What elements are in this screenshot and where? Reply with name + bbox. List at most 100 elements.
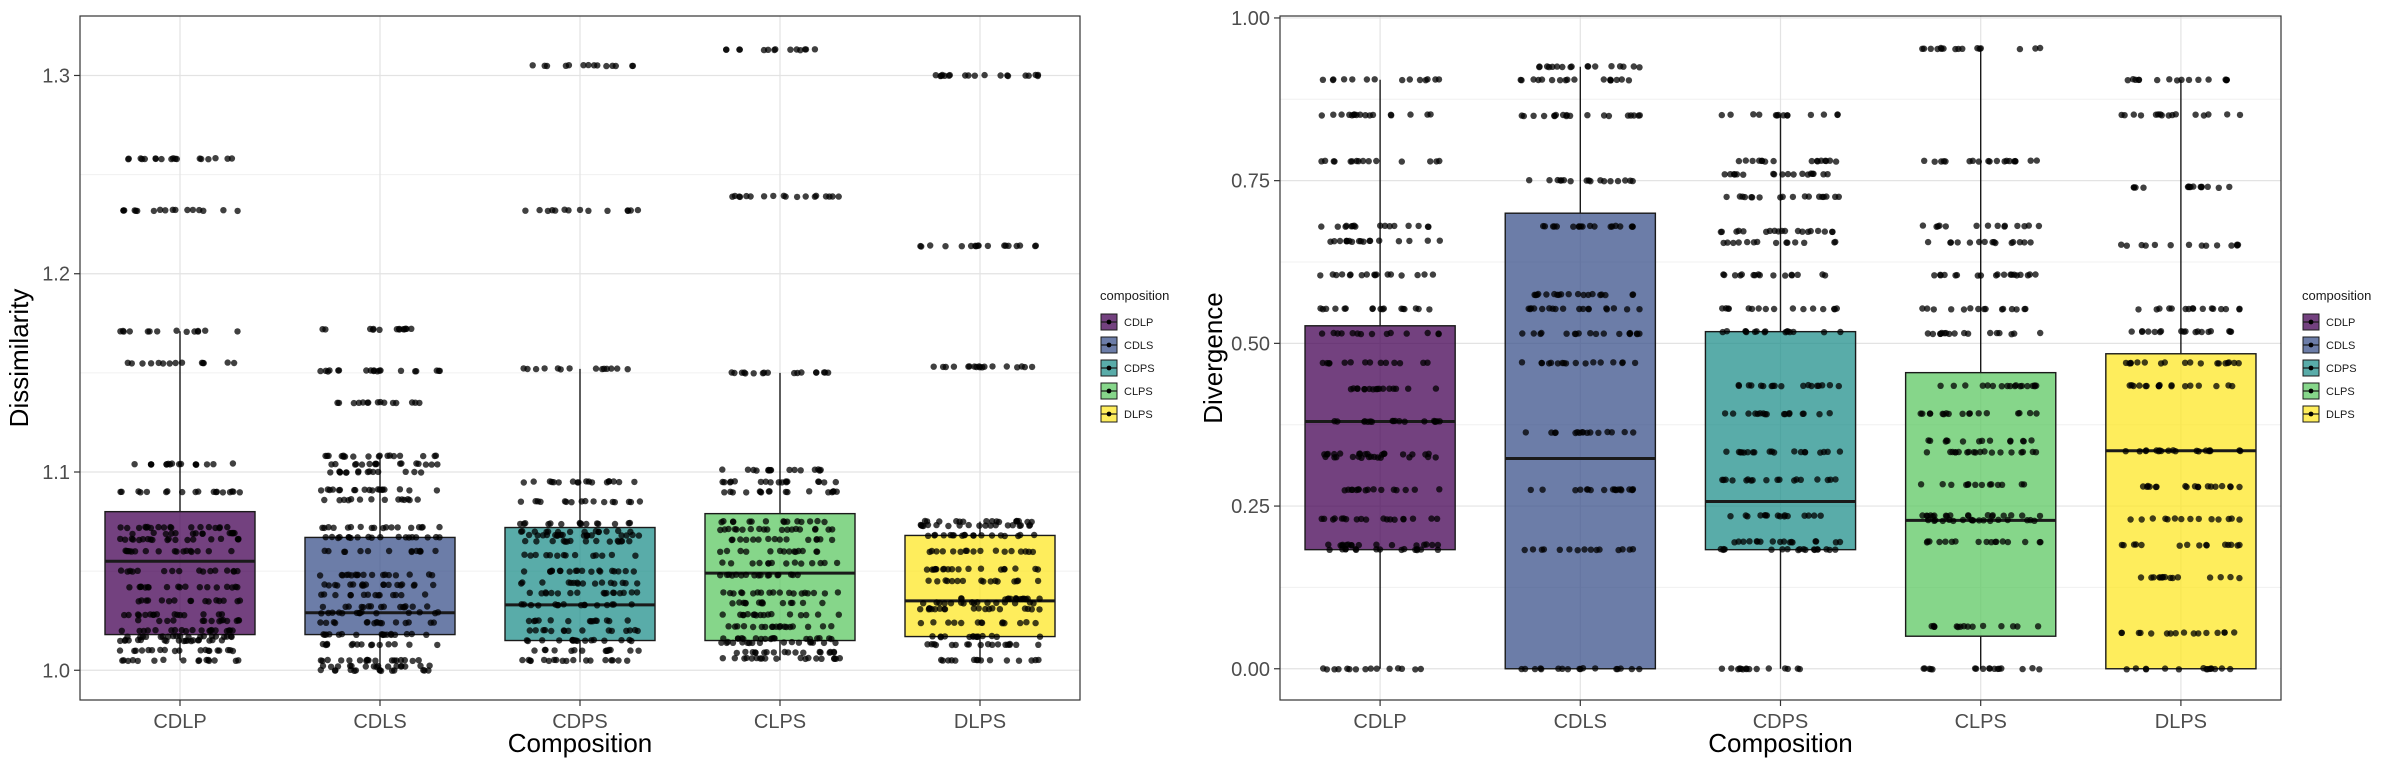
data-point	[1617, 223, 1624, 230]
data-point	[1827, 476, 1834, 483]
data-point	[198, 627, 205, 634]
data-point	[170, 617, 177, 624]
data-point	[611, 580, 618, 587]
data-point	[1976, 45, 1983, 52]
data-point	[2222, 305, 2230, 313]
data-point	[1577, 486, 1584, 493]
data-point	[224, 567, 231, 574]
data-point	[2138, 516, 2145, 523]
data-point	[753, 612, 760, 619]
data-point	[1926, 665, 1933, 672]
data-point	[1012, 595, 1020, 602]
data-point	[324, 656, 331, 664]
data-point	[2037, 329, 2044, 337]
data-point	[365, 399, 372, 406]
data-point	[1318, 112, 1326, 119]
data-point	[1959, 438, 1967, 445]
data-point	[1013, 641, 1020, 648]
data-point	[1332, 305, 1339, 312]
data-point	[805, 654, 812, 662]
data-point	[818, 655, 825, 662]
data-point	[378, 603, 385, 611]
data-point	[565, 617, 572, 625]
data-point	[384, 663, 392, 670]
data-point	[365, 657, 372, 664]
y-tick-label: 1.00	[1231, 8, 1270, 30]
data-point	[1628, 665, 1636, 673]
data-point	[151, 657, 158, 664]
data-point	[350, 453, 357, 460]
data-point	[1365, 158, 1372, 165]
data-point	[356, 609, 363, 617]
data-point	[2185, 76, 2193, 84]
data-point	[1536, 63, 1543, 70]
data-point	[604, 207, 611, 214]
data-point	[1763, 477, 1770, 484]
data-point	[973, 363, 980, 371]
data-point	[116, 647, 124, 654]
data-point	[626, 538, 633, 545]
data-point	[1783, 239, 1790, 246]
data-point	[2158, 112, 2165, 119]
data-point	[2132, 76, 2139, 84]
data-point	[770, 192, 777, 200]
data-point	[1994, 481, 2002, 489]
data-point	[1414, 271, 1421, 279]
data-point	[2122, 359, 2130, 367]
data-point	[409, 603, 416, 610]
data-point	[1931, 158, 1938, 165]
data-point	[147, 524, 155, 532]
data-point	[939, 657, 946, 664]
data-point	[2013, 272, 2021, 279]
data-point	[1584, 63, 1592, 70]
data-point	[1401, 545, 1408, 553]
data-point	[2236, 305, 2243, 312]
data-point	[405, 619, 412, 626]
data-point	[1735, 666, 1742, 673]
legend-key-point	[2308, 342, 2314, 348]
y-axis: 1.01.11.21.3	[42, 65, 80, 682]
data-point	[2118, 241, 2125, 248]
data-point	[817, 559, 824, 567]
data-point	[392, 619, 400, 626]
points-dlps	[917, 71, 1044, 664]
data-point	[380, 524, 387, 532]
data-point	[1014, 364, 1021, 371]
data-point	[598, 579, 606, 586]
data-point	[1834, 111, 1841, 118]
data-point	[1379, 385, 1387, 392]
y-axis-title: Dissimilarity	[4, 289, 34, 428]
data-point	[1805, 193, 1813, 200]
data-point	[727, 560, 735, 567]
data-point	[2173, 77, 2181, 84]
data-point	[548, 627, 555, 635]
data-point	[1920, 45, 1928, 52]
data-point	[2024, 517, 2031, 524]
data-point	[162, 207, 169, 214]
x-axis: CDLP CDLS CDPS CLPS DLPS	[1353, 700, 2207, 733]
data-point	[387, 630, 395, 638]
data-point	[2019, 665, 2026, 673]
data-point	[189, 206, 197, 214]
data-point	[821, 518, 828, 526]
data-point	[813, 536, 820, 543]
data-point	[417, 547, 424, 555]
data-point	[580, 61, 587, 69]
data-point	[199, 530, 206, 537]
data-point	[816, 635, 823, 642]
legend-label: CLPS	[2326, 386, 2355, 398]
data-point	[1415, 305, 1422, 313]
data-point	[1963, 481, 1970, 489]
data-point	[1416, 76, 1424, 84]
legend-key-point	[2308, 411, 2314, 417]
data-point	[1616, 330, 1623, 338]
data-point	[2174, 574, 2182, 581]
data-point	[741, 655, 748, 662]
data-point	[539, 637, 546, 644]
data-point	[1992, 538, 1999, 546]
data-point	[406, 487, 413, 494]
data-point	[1436, 486, 1443, 493]
data-point	[423, 631, 430, 638]
data-point	[2168, 383, 2175, 390]
data-point	[612, 62, 619, 70]
